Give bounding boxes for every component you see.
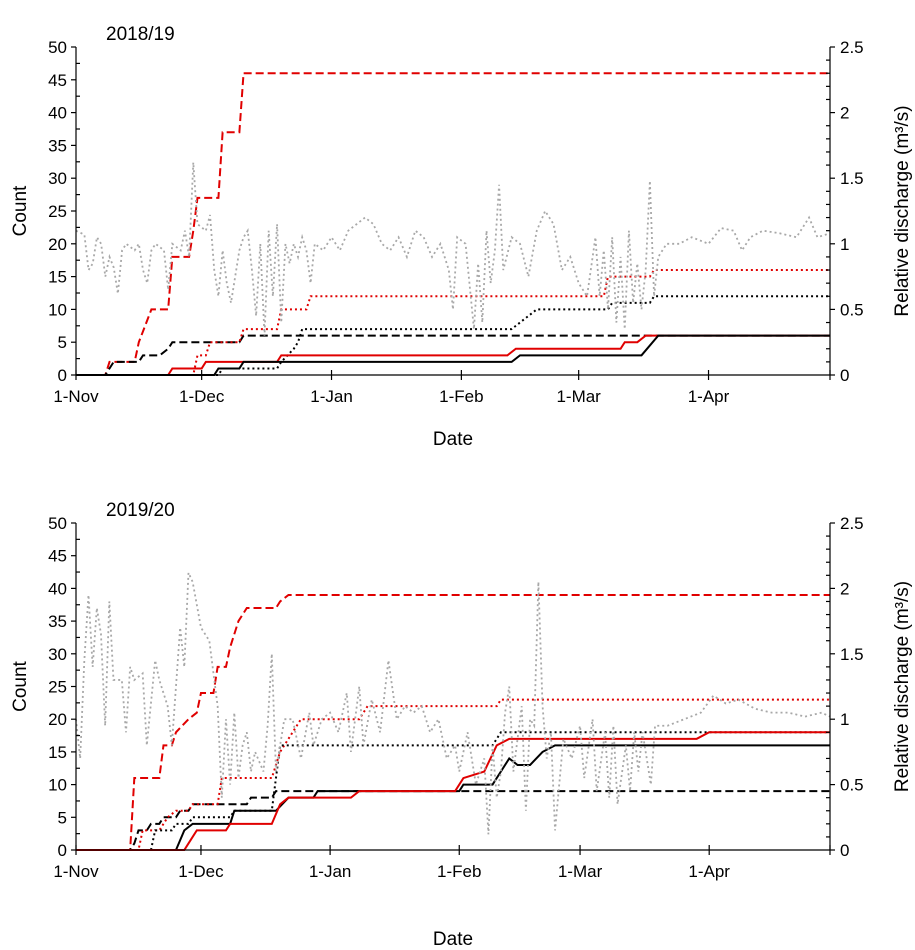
y-tick-label-right: 2 (840, 104, 849, 123)
y-tick-label-left: 25 (48, 202, 67, 221)
x-axis-title: Date (433, 929, 473, 950)
x-tick-label: 1-Feb (439, 387, 483, 406)
series-line-0 (76, 593, 830, 851)
panel-title: 2019/20 (106, 500, 175, 521)
series-line-1 (76, 790, 830, 851)
y-tick-label-left: 20 (48, 710, 67, 729)
series-line-5 (76, 334, 830, 376)
series-line-3 (76, 731, 830, 851)
y-tick-label-right: 1 (840, 235, 849, 254)
y-tick-label-left: 0 (58, 366, 67, 385)
y-tick-label-left: 45 (48, 547, 67, 566)
y-tick-label-right: 0.5 (840, 776, 864, 795)
series-line-6 (75, 162, 831, 336)
series-line-6 (75, 572, 831, 835)
y-tick-label-right: 2.5 (840, 514, 864, 533)
y-tick-label-left: 40 (48, 104, 67, 123)
x-tick-label: 1-Jan (310, 387, 353, 406)
y-tick-label-left: 25 (48, 678, 67, 697)
series-line-5 (76, 731, 830, 851)
y-tick-label-right: 1.5 (840, 169, 864, 188)
y-tick-label-right: 1 (840, 710, 849, 729)
series-line-4 (76, 744, 830, 851)
y-axis-title-right: Relative discharge (m³/s) (892, 581, 913, 792)
y-tick-label-left: 15 (48, 743, 67, 762)
y-tick-label-left: 50 (48, 514, 67, 533)
y-tick-label-left: 10 (48, 300, 67, 319)
series-line-3 (76, 295, 830, 376)
x-tick-label: 1-Dec (179, 387, 225, 406)
y-tick-label-left: 50 (48, 38, 67, 57)
y-axis-title-left: Count (10, 185, 31, 236)
y-tick-label-right: 0 (840, 366, 849, 385)
y-axis-title-right: Relative discharge (m³/s) (892, 105, 913, 316)
panel-title: 2018/19 (106, 24, 175, 45)
y-tick-label-left: 40 (48, 579, 67, 598)
x-tick-label: 1-Mar (556, 387, 601, 406)
y-tick-label-left: 5 (58, 808, 67, 827)
y-tick-label-right: 0 (840, 841, 849, 860)
chart-2018-19: 0 5 10 15 20 25 30 35 40 45 50 0 0.5 1 1.5 2 2.5 1-Nov 1-D… (10, 24, 913, 450)
y-tick-label-left: 45 (48, 71, 67, 90)
x-tick-label: 1-Nov (53, 387, 99, 406)
series-line-0 (76, 72, 830, 376)
y-axis-title-left: Count (10, 660, 31, 711)
y-tick-label-left: 30 (48, 645, 67, 664)
chart-2019-20: 0 5 10 15 20 25 30 35 40 45 50 0 0.5 1 1.5 2 2.5 1-Nov 1-D… (10, 500, 913, 950)
y-tick-label-right: 1.5 (840, 645, 864, 664)
y-tick-label-left: 5 (58, 333, 67, 352)
series-line-2 (76, 269, 830, 376)
y-tick-label-right: 0.5 (840, 300, 864, 319)
x-tick-label: 1-Apr (688, 862, 730, 881)
series-line-4 (76, 334, 830, 376)
x-tick-label: 1-Apr (688, 387, 730, 406)
x-tick-label: 1-Feb (437, 862, 481, 881)
y-tick-label-right: 2 (840, 579, 849, 598)
x-axis-title: Date (433, 429, 473, 450)
x-tick-label: 1-Mar (558, 862, 603, 881)
y-tick-label-left: 30 (48, 169, 67, 188)
y-tick-label-left: 0 (58, 841, 67, 860)
x-tick-label: 1-Jan (309, 862, 352, 881)
y-tick-label-left: 10 (48, 776, 67, 795)
x-tick-label: 1-Dec (178, 862, 224, 881)
y-tick-label-left: 35 (48, 136, 67, 155)
x-tick-label: 1-Nov (53, 862, 99, 881)
y-tick-label-left: 20 (48, 235, 67, 254)
y-tick-label-left: 35 (48, 612, 67, 631)
y-tick-label-right: 2.5 (840, 38, 864, 57)
y-tick-label-left: 15 (48, 268, 67, 287)
